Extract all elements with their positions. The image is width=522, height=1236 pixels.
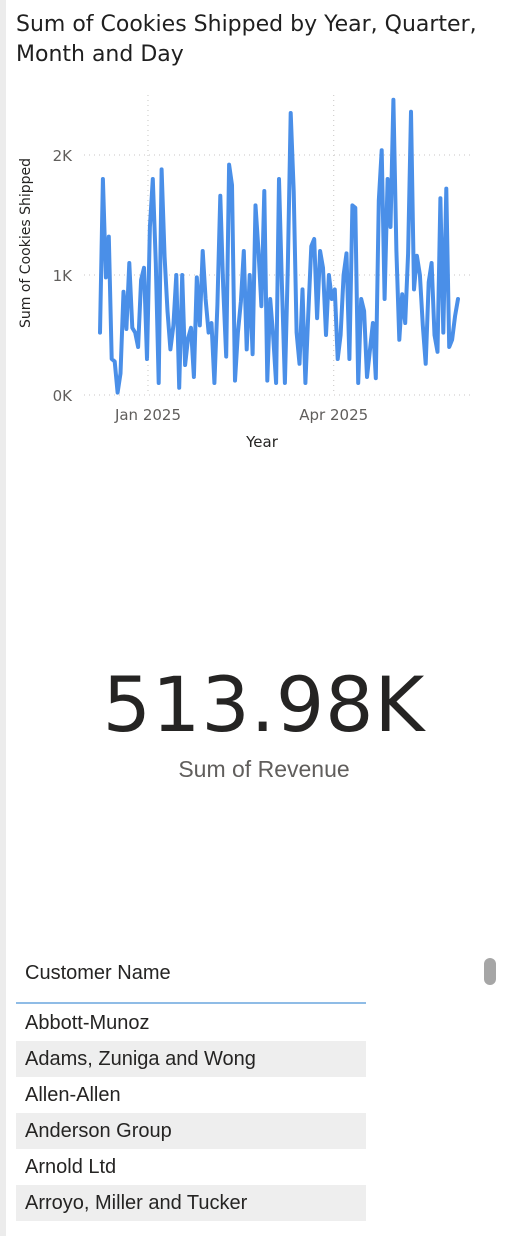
card-value: 513.98K — [102, 660, 426, 749]
card-label: Sum of Revenue — [178, 756, 350, 782]
table-row[interactable]: Abbott-Munoz — [25, 1012, 150, 1034]
y-axis-title: Sum of Cookies Shipped — [18, 158, 34, 328]
table-row[interactable]: Adams, Zuniga and Wong — [16, 1041, 366, 1077]
column-header-customer-name[interactable]: Customer Name — [25, 962, 171, 984]
table-header[interactable]: Customer Name — [16, 948, 366, 1004]
chart-title: Sum of Cookies Shipped by Year, Quarter,… — [16, 12, 477, 67]
table-row[interactable]: Arroyo, Miller and Tucker — [16, 1185, 366, 1221]
x-axis-title: Year — [245, 433, 279, 451]
x-tick-label: Apr 2025 — [299, 406, 368, 424]
x-tick-label: Jan 2025 — [114, 406, 181, 424]
table-body: Abbott-Munoz Adams, Zuniga and Wong Alle… — [16, 1005, 366, 1221]
report-left-border — [0, 0, 6, 1236]
revenue-card-visual[interactable]: 513.98K Sum of Revenue — [6, 640, 522, 800]
table-scrollbar-thumb[interactable] — [484, 958, 496, 985]
y-tick-label: 2K — [53, 147, 74, 165]
table-row[interactable]: Allen-Allen — [25, 1084, 121, 1106]
customer-table-visual[interactable]: Customer Name Abbott-Munoz Adams, Zuniga… — [6, 948, 522, 1236]
y-tick-label: 0K — [53, 387, 74, 405]
line-chart-visual[interactable]: Sum of Cookies Shipped by Year, Quarter,… — [6, 0, 522, 470]
line-chart[interactable]: 0K 1K 2K Jan 2025 Apr 2025 Year Sum of Cookies… — [6, 0, 522, 470]
y-tick-label: 1K — [53, 267, 74, 285]
table-row[interactable]: Anderson Group — [16, 1113, 366, 1149]
table-row[interactable]: Arnold Ltd — [25, 1156, 117, 1178]
series-line — [98, 97, 460, 395]
